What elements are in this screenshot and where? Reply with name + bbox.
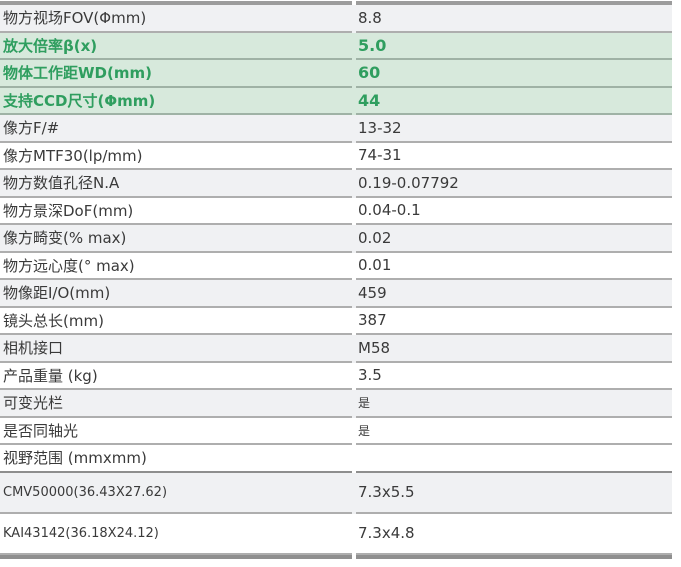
top-border-right-segment <box>356 1 672 5</box>
table-row: 是否同轴光 是 <box>0 417 672 445</box>
table-row: 镜头总长(mm) 387 <box>0 307 672 335</box>
spec-value: 7.3x5.5 <box>356 473 672 514</box>
table-row: 物方远心度(° max) 0.01 <box>0 252 672 280</box>
spec-label: 视野范围 (mmxmm) <box>0 445 352 473</box>
spec-rows-container: 物方视场FOV(Φmm) 8.8 放大倍率β(x) 5.0 物体工作距WD(mm… <box>0 5 672 555</box>
spec-value: 0.01 <box>356 253 672 280</box>
spec-label: CMV50000(36.43X27.62) <box>0 473 352 514</box>
spec-value: 44 <box>356 88 672 115</box>
spec-value: 5.0 <box>356 33 672 60</box>
table-row: 视野范围 (mmxmm) <box>0 445 672 473</box>
spec-label: 物像距I/O(mm) <box>0 280 352 308</box>
spec-value <box>356 445 672 473</box>
table-row: 物像距I/O(mm) 459 <box>0 280 672 308</box>
spec-value: 13-32 <box>356 115 672 143</box>
spec-label: 物体工作距WD(mm) <box>0 60 352 88</box>
spec-label: 物方视场FOV(Φmm) <box>0 5 352 33</box>
table-row: 支持CCD尺寸(Φmm) 44 <box>0 87 672 115</box>
table-row: 物方视场FOV(Φmm) 8.8 <box>0 5 672 33</box>
bottom-border-left-segment <box>0 554 352 559</box>
spec-label: 物方远心度(° max) <box>0 253 352 280</box>
table-row: 放大倍率β(x) 5.0 <box>0 32 672 60</box>
spec-value: 0.19-0.07792 <box>356 170 672 198</box>
spec-label: KAI43142(36.18X24.12) <box>0 514 352 555</box>
spec-value: 74-31 <box>356 143 672 170</box>
table-row: 物体工作距WD(mm) 60 <box>0 60 672 88</box>
table-row: 物方数值孔径N.A 0.19-0.07792 <box>0 170 672 198</box>
table-row: KAI43142(36.18X24.12) 7.3x4.8 <box>0 513 672 555</box>
table-row: 像方MTF30(lp/mm) 74-31 <box>0 142 672 170</box>
bottom-border-right-segment <box>356 554 672 559</box>
table-row: 像方畸变(% max) 0.02 <box>0 225 672 253</box>
spec-value: 0.02 <box>356 225 672 253</box>
spec-value: 3.5 <box>356 363 672 390</box>
spec-label: 相机接口 <box>0 335 352 363</box>
spec-value: 459 <box>356 280 672 308</box>
table-row: 可变光栏 是 <box>0 390 672 418</box>
spec-value: 60 <box>356 60 672 88</box>
spec-value: 8.8 <box>356 5 672 33</box>
spec-value: 是 <box>356 390 672 418</box>
spec-label: 像方MTF30(lp/mm) <box>0 143 352 170</box>
spec-label: 像方F/# <box>0 115 352 143</box>
spec-label: 支持CCD尺寸(Φmm) <box>0 88 352 115</box>
table-row: 相机接口 M58 <box>0 335 672 363</box>
table-row: 物方景深DoF(mm) 0.04-0.1 <box>0 197 672 225</box>
spec-value: M58 <box>356 335 672 363</box>
table-top-border <box>0 1 672 5</box>
spec-value: 7.3x4.8 <box>356 514 672 555</box>
spec-label: 产品重量 (kg) <box>0 363 352 390</box>
table-row: 像方F/# 13-32 <box>0 115 672 143</box>
table-row: CMV50000(36.43X27.62) 7.3x5.5 <box>0 472 672 514</box>
spec-label: 物方数值孔径N.A <box>0 170 352 198</box>
spec-label: 可变光栏 <box>0 390 352 418</box>
spec-value: 0.04-0.1 <box>356 198 672 225</box>
table-row: 产品重量 (kg) 3.5 <box>0 362 672 390</box>
spec-label: 镜头总长(mm) <box>0 308 352 335</box>
spec-label: 像方畸变(% max) <box>0 225 352 253</box>
top-border-left-segment <box>0 1 352 5</box>
spec-value: 387 <box>356 308 672 335</box>
spec-label: 是否同轴光 <box>0 418 352 445</box>
spec-label: 放大倍率β(x) <box>0 33 352 60</box>
table-bottom-border <box>0 554 672 559</box>
spec-table: 物方视场FOV(Φmm) 8.8 放大倍率β(x) 5.0 物体工作距WD(mm… <box>0 1 672 559</box>
spec-label: 物方景深DoF(mm) <box>0 198 352 225</box>
spec-value: 是 <box>356 418 672 445</box>
